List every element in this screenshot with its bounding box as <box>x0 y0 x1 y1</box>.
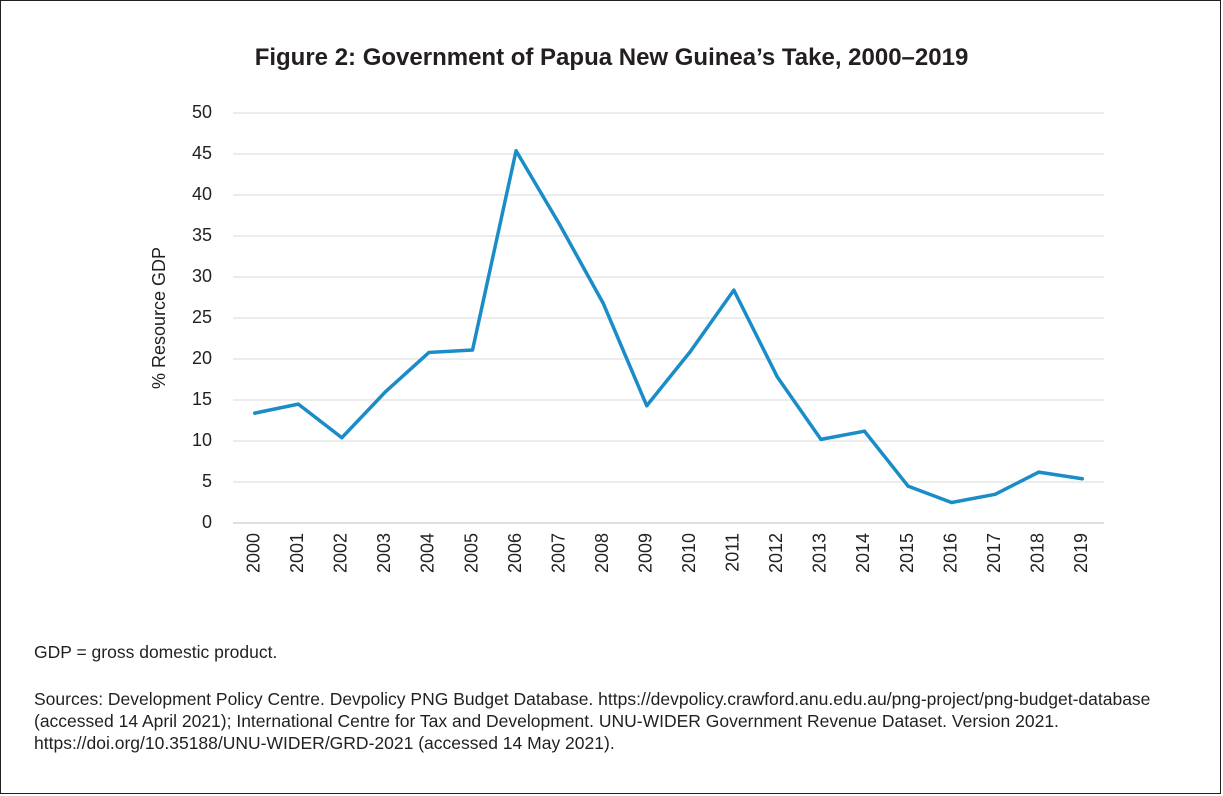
y-tick-label: 0 <box>202 512 212 532</box>
y-tick-label: 50 <box>192 102 212 122</box>
series-line <box>253 148 1084 505</box>
sources-note: Sources: Development Policy Centre. Devp… <box>34 689 1151 753</box>
x-tick-label: 2013 <box>810 533 830 573</box>
x-tick-label: 2007 <box>548 533 568 573</box>
data-point <box>993 492 997 496</box>
x-tick-label: 2008 <box>592 533 612 573</box>
x-tick-label: 2017 <box>984 533 1004 573</box>
x-tick-label: 2018 <box>1027 533 1047 573</box>
data-point <box>1037 470 1041 474</box>
data-point <box>949 500 954 505</box>
data-point <box>1080 477 1084 481</box>
y-axis-label: % Resource GDP <box>149 247 169 389</box>
x-tick-label: 2011 <box>723 533 743 572</box>
y-tick-label: 5 <box>202 471 212 491</box>
data-point <box>427 350 431 355</box>
x-tick-label: 2005 <box>461 533 481 573</box>
y-tick-label: 30 <box>192 266 212 286</box>
gridlines <box>233 112 1104 524</box>
footnote: GDP = gross domestic product. <box>34 642 278 662</box>
line-chart: 0 5 10 15 20 25 30 35 40 45 50 % Resource GDP 2000… <box>149 102 1104 573</box>
x-tick-label: 2000 <box>244 533 264 573</box>
y-tick-label: 45 <box>192 143 212 163</box>
data-point <box>340 436 344 440</box>
x-tick-label: 2012 <box>766 533 786 573</box>
x-tick-label: 2009 <box>635 533 655 573</box>
x-tick-label: 2002 <box>331 533 351 573</box>
y-tick-label: 40 <box>192 184 212 204</box>
x-tick-label: 2019 <box>1071 533 1091 573</box>
data-point <box>601 301 605 305</box>
data-point <box>645 404 649 408</box>
x-tick-label: 2015 <box>897 533 917 573</box>
data-point <box>558 222 562 227</box>
data-point <box>906 484 910 488</box>
data-point <box>732 288 736 292</box>
x-tick-label: 2010 <box>679 533 699 573</box>
data-point <box>514 149 518 153</box>
y-tick-label: 10 <box>192 430 212 450</box>
data-point <box>688 350 692 354</box>
x-tick-label: 2016 <box>940 533 960 573</box>
chart-title: Figure 2: Government of Papua New Guinea… <box>254 44 969 71</box>
series-layer <box>253 148 1084 505</box>
data-point <box>383 390 388 394</box>
data-point <box>253 411 257 415</box>
y-tick-label: 20 <box>192 348 212 368</box>
y-tick-label: 15 <box>192 389 212 409</box>
x-tick-label: 2014 <box>853 533 873 573</box>
data-point <box>296 402 300 406</box>
data-point <box>775 375 779 379</box>
data-point <box>862 429 867 433</box>
x-tick-label: 2001 <box>287 533 307 573</box>
data-point <box>470 348 475 352</box>
y-tick-label: 25 <box>192 307 212 327</box>
x-axis-ticks: 2000 2001 2002 2003 2004 2005 2006 2007 2008 2009… <box>244 533 1091 573</box>
y-tick-label: 35 <box>192 225 212 245</box>
data-point <box>819 437 823 441</box>
x-tick-label: 2006 <box>505 533 525 573</box>
y-axis-ticks: 0 5 10 15 20 25 30 35 40 45 50 <box>192 102 212 532</box>
x-tick-label: 2003 <box>374 533 394 573</box>
x-tick-label: 2004 <box>418 533 438 573</box>
